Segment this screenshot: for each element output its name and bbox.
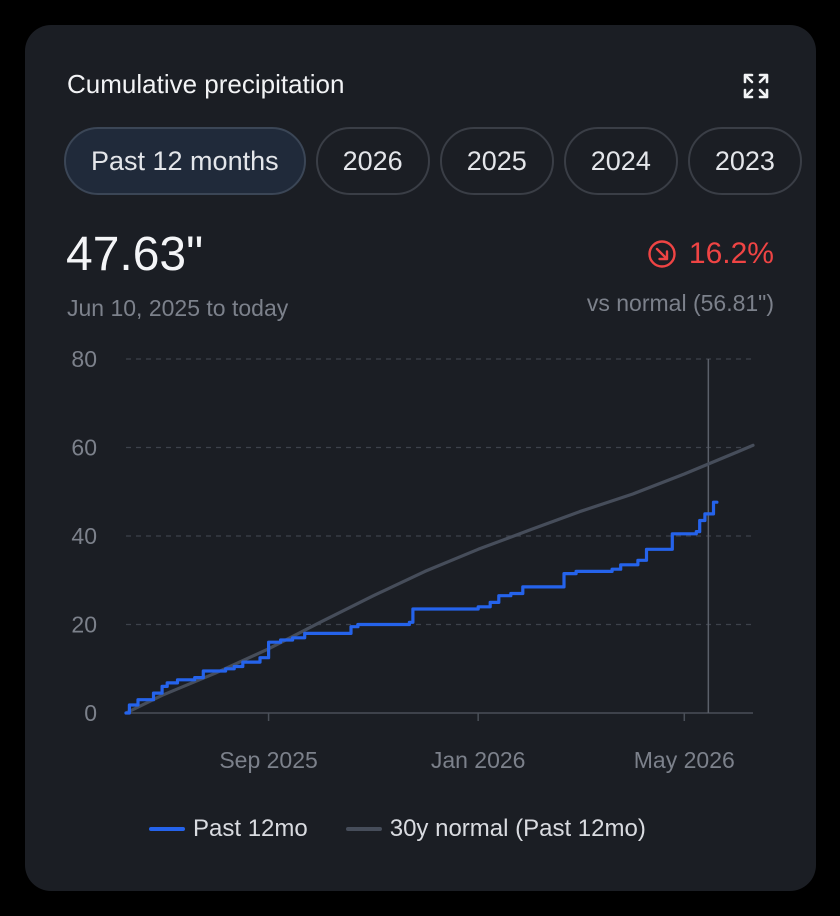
series-line-past-12mo xyxy=(124,500,719,715)
legend-label-normal: 30y normal (Past 12mo) xyxy=(389,815,646,842)
precipitation-chart: 0 20 40 60 80 Sep 2025 Jan 2026 May 2026 xyxy=(71,346,755,773)
y-tick-label: 60 xyxy=(71,435,97,461)
tab-2026[interactable]: 2026 xyxy=(315,127,430,195)
arrow-down-right-circle-icon xyxy=(648,240,676,268)
legend-past-12mo[interactable]: Past 12mo xyxy=(149,815,308,843)
tab-past-12-months[interactable]: Past 12 months xyxy=(64,127,306,195)
series-line-30y-normal xyxy=(124,443,755,715)
y-tick-label: 40 xyxy=(71,523,97,549)
legend-30y-normal[interactable]: 30y normal (Past 12mo) xyxy=(345,815,646,843)
card-title: Cumulative precipitation xyxy=(67,69,345,99)
x-tick-label: Jan 2026 xyxy=(431,747,526,773)
expand-arrows-icon[interactable] xyxy=(741,71,771,101)
delta-indicator: 16.2% xyxy=(647,237,774,271)
delta-percent: 16.2% xyxy=(688,237,774,270)
x-tick-label: Sep 2025 xyxy=(219,747,317,773)
y-tick-label: 20 xyxy=(71,612,97,638)
y-tick-label: 0 xyxy=(84,700,97,726)
date-range: Jun 10, 2025 to today xyxy=(67,295,289,321)
normal-comparison: vs normal (56.81") xyxy=(586,290,774,316)
legend-label-past: Past 12mo xyxy=(193,815,308,842)
tab-2023[interactable]: 2023 xyxy=(687,127,802,195)
period-tabs: Past 12 months 2026 2025 2024 2023 xyxy=(64,127,802,195)
tab-2024[interactable]: 2024 xyxy=(563,127,678,195)
tab-2025[interactable]: 2025 xyxy=(439,127,554,195)
precipitation-card: Cumulative precipitation Past 12 months … xyxy=(25,25,816,891)
legend-swatch-past xyxy=(149,827,185,831)
y-tick-label: 80 xyxy=(71,346,97,372)
chart-legend: Past 12mo 30y normal (Past 12mo) xyxy=(149,815,646,843)
legend-swatch-normal xyxy=(345,827,382,831)
x-tick-label: May 2026 xyxy=(634,747,735,773)
total-precipitation: 47.63" xyxy=(66,228,204,281)
